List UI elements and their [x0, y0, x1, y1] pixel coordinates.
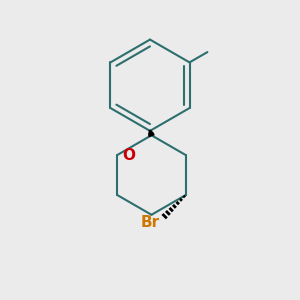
Text: Br: Br [141, 215, 160, 230]
Text: O: O [122, 148, 135, 163]
